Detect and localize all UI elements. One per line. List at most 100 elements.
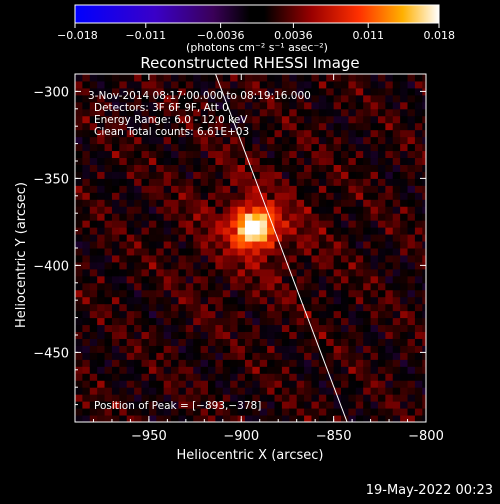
heatmap-cell xyxy=(193,380,202,388)
heatmap-cell xyxy=(341,199,349,207)
heatmap-cell xyxy=(244,261,253,270)
heatmap-cell xyxy=(355,296,364,305)
heatmap-cell xyxy=(134,241,143,249)
heatmap-cell xyxy=(215,401,224,409)
heatmap-cell xyxy=(422,248,426,256)
heatmap-cell xyxy=(304,122,312,131)
heatmap-cell xyxy=(126,241,135,249)
heatmap-cell xyxy=(259,171,268,179)
heatmap-cell xyxy=(215,268,224,277)
heatmap-cell xyxy=(259,206,268,214)
heatmap-cell xyxy=(185,289,194,298)
heatmap-cell xyxy=(333,129,342,138)
heatmap-cell xyxy=(141,157,150,165)
heatmap-cell xyxy=(244,171,253,179)
heatmap-cell xyxy=(348,387,357,395)
heatmap-cell xyxy=(171,87,179,96)
heatmap-cell xyxy=(341,268,349,277)
heatmap-cell xyxy=(355,178,364,186)
heatmap-cell xyxy=(134,227,143,235)
heatmap-cell xyxy=(75,387,83,395)
heatmap-cell xyxy=(267,296,276,305)
heatmap-cell xyxy=(400,394,409,402)
heatmap-cell xyxy=(414,261,423,270)
heatmap-cell xyxy=(75,296,83,305)
heatmap-cell xyxy=(414,213,423,221)
heatmap-cell xyxy=(252,129,261,138)
heatmap-cell xyxy=(348,366,357,374)
heatmap-cell xyxy=(148,317,157,326)
heatmap-cell xyxy=(274,366,283,374)
heatmap-cell xyxy=(104,373,113,381)
heatmap-cell xyxy=(163,373,172,381)
heatmap-cell xyxy=(407,220,416,228)
heatmap-cell xyxy=(82,185,91,193)
heatmap-cell xyxy=(163,234,172,242)
heatmap-cell xyxy=(89,303,98,312)
heatmap-cell xyxy=(148,150,157,159)
heatmap-cell xyxy=(126,310,135,319)
heatmap-cell xyxy=(222,171,231,179)
heatmap-cell xyxy=(200,324,209,333)
heatmap-cell xyxy=(89,261,98,270)
heatmap-cell xyxy=(392,282,401,291)
heatmap-cell xyxy=(82,331,91,339)
heatmap-cell xyxy=(392,303,401,312)
heatmap-cell xyxy=(200,303,209,312)
heatmap-cell xyxy=(200,248,209,256)
heatmap-cell xyxy=(326,296,335,305)
heatmap-cell xyxy=(126,199,135,207)
heatmap-cell xyxy=(200,387,209,395)
heatmap-cell xyxy=(296,150,305,159)
heatmap-cell xyxy=(281,122,290,131)
heatmap-cell xyxy=(274,213,283,221)
heatmap-cell xyxy=(171,192,179,200)
heatmap-cell xyxy=(414,143,423,152)
heatmap-cell xyxy=(75,352,83,360)
heatmap-cell xyxy=(185,352,194,360)
heatmap-cell xyxy=(259,387,268,395)
heatmap-cell xyxy=(185,331,194,339)
heatmap-cell xyxy=(208,178,216,186)
heatmap-cell xyxy=(414,101,423,110)
heatmap-cell xyxy=(407,415,416,422)
heatmap-cell xyxy=(348,345,357,353)
heatmap-cell xyxy=(267,74,276,82)
heatmap-cell xyxy=(333,352,342,360)
heatmap-cell xyxy=(355,108,364,117)
heatmap-cell xyxy=(392,394,401,402)
heatmap-cell xyxy=(400,310,409,319)
heatmap-cell xyxy=(414,150,423,159)
heatmap-cell xyxy=(355,101,364,110)
heatmap-cell xyxy=(274,317,283,326)
heatmap-cell xyxy=(370,122,379,131)
heatmap-cell xyxy=(75,213,83,221)
heatmap-cell xyxy=(104,338,113,346)
heatmap-cell xyxy=(111,122,120,131)
heatmap-cell xyxy=(215,143,224,152)
heatmap-cell xyxy=(333,282,342,291)
heatmap-cell xyxy=(215,380,224,388)
heatmap-cell xyxy=(178,80,187,89)
heatmap-cell xyxy=(200,254,209,263)
heatmap-cell xyxy=(208,345,216,353)
heatmap-cell xyxy=(171,387,179,395)
heatmap-cell xyxy=(422,108,426,117)
heatmap-cell xyxy=(252,171,261,179)
heatmap-cell xyxy=(134,275,143,284)
heatmap-cell xyxy=(363,261,372,270)
heatmap-cell xyxy=(134,366,143,374)
heatmap-cell xyxy=(311,415,320,422)
heatmap-cell xyxy=(267,178,276,186)
heatmap-cell xyxy=(222,178,231,186)
heatmap-cell xyxy=(97,87,106,96)
heatmap-cell xyxy=(119,74,128,82)
heatmap-cell xyxy=(355,282,364,291)
heatmap-cell xyxy=(200,206,209,214)
heatmap-cell xyxy=(89,157,98,165)
heatmap-cell xyxy=(259,296,268,305)
heatmap-cell xyxy=(377,129,386,138)
heatmap-cell xyxy=(377,324,386,333)
heatmap-cell xyxy=(318,178,327,186)
heatmap-cell xyxy=(414,394,423,402)
